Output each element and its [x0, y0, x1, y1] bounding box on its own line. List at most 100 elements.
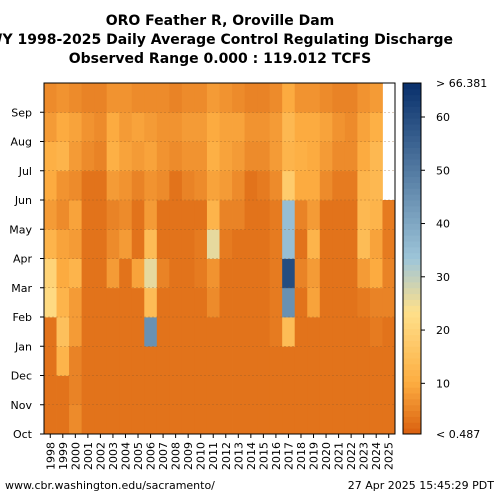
heatmap-cell — [94, 141, 108, 172]
heatmap-cell — [369, 404, 383, 435]
x-tick-label: 2011 — [207, 442, 220, 470]
heatmap-cell — [294, 83, 308, 113]
heatmap-cell — [169, 258, 183, 289]
chart-title-line-1: ORO Feather R, Oroville Dam — [106, 13, 335, 29]
heatmap-cell — [382, 287, 396, 318]
heatmap-cell — [44, 404, 57, 435]
heatmap-cell — [56, 404, 70, 435]
heatmap-cell — [106, 346, 120, 376]
heatmap-cell — [156, 141, 170, 172]
heatmap-cell — [232, 346, 245, 376]
heatmap-cell — [257, 317, 271, 347]
heatmap-cell — [206, 141, 220, 172]
heatmap-cell — [156, 258, 170, 289]
heatmap-cell — [294, 200, 308, 230]
heatmap-cell — [131, 258, 145, 289]
heatmap-cell — [282, 229, 296, 259]
heatmap-cell — [181, 317, 195, 347]
heatmap-cell — [56, 229, 70, 259]
heatmap-cell — [44, 229, 57, 259]
colorbar: 10 20 30 40 50 60 — [402, 82, 450, 435]
y-tick-label: Nov — [11, 399, 33, 412]
x-tick-label: 2007 — [157, 442, 170, 470]
gridlines — [44, 111, 395, 406]
colorbar-segment — [403, 246, 421, 254]
colorbar-segment — [403, 170, 421, 178]
heatmap-cell — [181, 112, 195, 142]
heatmap-cell — [181, 346, 195, 376]
colorbar-segment — [403, 381, 421, 388]
heatmap-cell — [144, 112, 158, 142]
x-tick-label: 2018 — [295, 442, 308, 470]
heatmap-cell — [219, 83, 233, 113]
heatmap-cell — [119, 317, 133, 347]
heatmap-cell — [332, 346, 346, 376]
x-tick-label: 2005 — [132, 442, 145, 470]
y-tick-label: Sep — [11, 106, 32, 119]
colorbar-segment — [403, 258, 421, 265]
heatmap-cell — [319, 83, 333, 113]
heatmap-cell — [294, 375, 308, 406]
heatmap-cell — [94, 200, 108, 230]
heatmap-cell — [357, 287, 371, 318]
heatmap-cell — [181, 83, 195, 113]
heatmap-cell — [257, 346, 271, 376]
colorbar-segment — [403, 153, 421, 160]
heatmap-cell — [257, 112, 271, 142]
heatmap-cell — [369, 229, 383, 259]
heatmap-cell — [206, 287, 220, 318]
heatmap-cell — [44, 170, 57, 201]
heatmap-cell — [219, 200, 233, 230]
heatmap-cell — [44, 346, 57, 376]
heatmap-cell — [194, 200, 208, 230]
heatmap-cell — [319, 346, 333, 376]
x-tick-label: 2003 — [107, 442, 120, 470]
heatmap-cell — [244, 258, 258, 289]
heatmap-cell — [194, 112, 208, 142]
y-tick-label: Dec — [11, 370, 32, 383]
heatmap-cell — [194, 170, 208, 201]
heatmap-cell — [357, 404, 371, 435]
heatmap-cell — [244, 317, 258, 347]
heatmap-cell — [282, 112, 296, 142]
colorbar-max-label: > 66.381 — [436, 77, 487, 90]
heatmap-cell — [181, 258, 195, 289]
x-tick-label: 1998 — [44, 442, 57, 470]
heatmap-cell — [269, 317, 283, 347]
heatmap-cell — [94, 317, 108, 347]
heatmap-cell — [257, 200, 271, 230]
heatmap-cell — [344, 317, 358, 347]
heatmap-cell — [144, 229, 158, 259]
heatmap-cell — [257, 83, 271, 113]
heatmap-cell — [131, 287, 145, 318]
heatmap-cell — [131, 83, 145, 113]
x-tick-label: 2025 — [383, 442, 396, 470]
heatmap-cell — [369, 375, 383, 406]
heatmap-cell — [269, 112, 283, 142]
heatmap-cell — [144, 258, 158, 289]
y-tick-label: Oct — [13, 428, 33, 441]
heatmap-cell — [194, 83, 208, 113]
heatmap-cell — [357, 375, 371, 406]
colorbar-segment — [403, 159, 421, 166]
heatmap-cell — [307, 229, 321, 259]
heatmap-cell — [144, 346, 158, 376]
heatmap-cell — [319, 141, 333, 172]
heatmap-cell — [282, 317, 296, 347]
heatmap-cell — [244, 229, 258, 259]
heatmap-cell — [169, 141, 183, 172]
heatmap-cell — [244, 170, 258, 201]
heatmap-cell — [119, 404, 133, 435]
heatmap-cell — [169, 404, 183, 435]
heatmap-cell — [244, 112, 258, 142]
heatmap-cell — [269, 258, 283, 289]
heatmap-cell — [257, 375, 271, 406]
x-tick-label: 2006 — [145, 442, 158, 470]
colorbar-tick-label: 30 — [436, 271, 450, 284]
heatmap-cell — [194, 346, 208, 376]
heatmap-cell — [369, 258, 383, 289]
heatmap-cell — [344, 375, 358, 406]
heatmap-cell — [257, 141, 271, 172]
heatmap-cell — [232, 229, 245, 259]
colorbar-segment — [403, 88, 421, 96]
